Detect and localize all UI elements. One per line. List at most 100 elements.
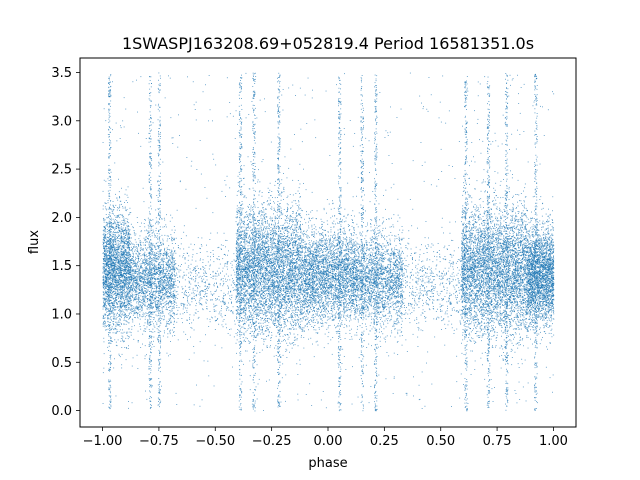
data-point: [138, 275, 140, 277]
data-point: [234, 323, 236, 325]
data-point: [130, 265, 132, 267]
data-point: [111, 289, 112, 291]
data-point: [131, 278, 133, 280]
data-point: [171, 308, 173, 310]
data-point: [116, 220, 118, 222]
data-point: [170, 278, 172, 279]
data-point: [113, 254, 115, 256]
data-point: [126, 271, 128, 273]
data-point: [164, 279, 165, 280]
data-point: [164, 290, 166, 291]
data-point: [178, 307, 180, 308]
data-point: [128, 303, 130, 304]
data-point: [117, 235, 119, 237]
data-point: [157, 269, 158, 270]
data-point: [120, 224, 122, 225]
data-point: [123, 273, 125, 274]
data-point: [128, 296, 130, 298]
data-point: [131, 279, 132, 281]
data-point: [168, 297, 170, 299]
data-point: [149, 264, 151, 266]
data-point: [155, 267, 156, 269]
data-point: [156, 242, 158, 244]
data-point: [139, 292, 141, 293]
data-point: [155, 256, 157, 258]
data-point: [127, 202, 128, 203]
data-point: [111, 269, 112, 271]
data-point: [122, 297, 124, 299]
data-point: [138, 284, 140, 286]
data-point: [118, 222, 119, 223]
data-point: [133, 260, 135, 261]
data-point: [107, 258, 109, 259]
data-point: [115, 278, 117, 279]
data-point: [118, 260, 119, 262]
data-point: [173, 307, 175, 309]
data-point: [167, 274, 168, 276]
data-point: [125, 274, 126, 275]
data-point: [130, 316, 131, 317]
data-point: [113, 255, 114, 257]
data-point: [171, 256, 173, 258]
data-point: [147, 263, 148, 264]
data-point: [117, 286, 119, 288]
data-point: [116, 297, 118, 299]
data-point: [134, 317, 136, 318]
data-point: [154, 272, 156, 274]
data-point: [123, 315, 125, 316]
data-point: [142, 284, 144, 286]
data-point: [168, 235, 169, 237]
data-point: [106, 243, 107, 245]
data-point: [118, 284, 120, 285]
data-point: [104, 252, 106, 254]
data-point: [103, 318, 105, 319]
data-point: [104, 255, 105, 257]
data-point: [155, 296, 157, 298]
data-point: [152, 278, 154, 279]
data-point: [115, 309, 117, 310]
data-point: [102, 279, 104, 281]
data-point: [123, 323, 125, 325]
data-point: [137, 243, 139, 245]
data-point: [210, 259, 211, 261]
data-point: [110, 229, 112, 230]
data-point: [123, 254, 125, 256]
data-point: [170, 302, 172, 304]
data-point: [168, 270, 170, 272]
data-point: [206, 288, 207, 289]
data-point: [154, 265, 156, 267]
data-point: [134, 234, 136, 236]
data-point: [122, 340, 123, 342]
data-point: [114, 293, 116, 295]
data-point: [115, 254, 117, 256]
data-point: [115, 273, 117, 275]
data-point: [164, 293, 166, 294]
data-point: [170, 255, 172, 256]
data-point: [106, 254, 107, 256]
data-point: [121, 253, 123, 255]
data-point: [106, 293, 108, 295]
data-point: [170, 285, 172, 286]
data-point: [128, 269, 130, 271]
data-point: [112, 205, 114, 207]
data-point: [200, 268, 202, 270]
data-point: [121, 335, 123, 337]
data-point: [161, 253, 163, 255]
data-point: [124, 273, 126, 274]
data-point: [139, 292, 140, 294]
data-point: [146, 282, 148, 284]
data-point: [144, 287, 145, 289]
data-point: [121, 316, 122, 318]
data-point: [138, 292, 140, 294]
data-point: [149, 267, 151, 269]
data-point: [144, 219, 146, 220]
data-point: [108, 251, 110, 253]
data-point: [132, 321, 134, 323]
data-point: [114, 310, 116, 311]
data-point: [128, 264, 129, 266]
data-point: [119, 318, 121, 320]
data-point: [125, 262, 127, 264]
data-point: [114, 291, 116, 292]
data-point: [191, 322, 193, 324]
data-point: [126, 310, 128, 312]
